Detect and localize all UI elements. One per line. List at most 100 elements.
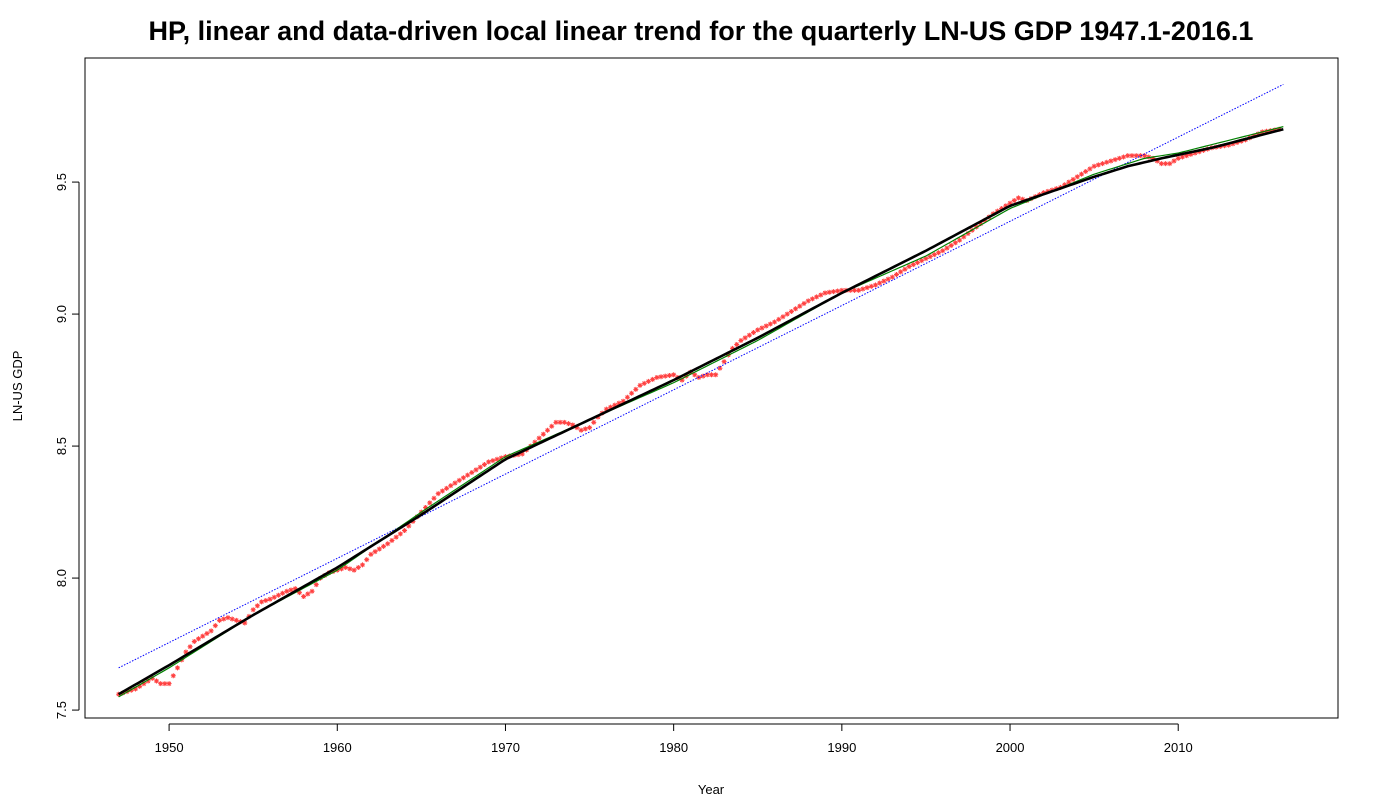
x-tick-label: 1950: [155, 740, 184, 755]
data-point: [1104, 159, 1110, 165]
data-point: [826, 289, 832, 295]
data-point: [738, 337, 744, 343]
data-point: [494, 456, 500, 462]
data-point: [658, 374, 664, 380]
data-point: [1095, 162, 1101, 168]
data-point: [477, 464, 483, 470]
plot-area: [116, 83, 1284, 698]
data-point: [952, 240, 958, 246]
data-point: [860, 286, 866, 292]
data-point: [460, 475, 466, 481]
data-point: [1129, 153, 1135, 159]
data-point: [566, 421, 572, 427]
data-point: [746, 332, 752, 338]
data-point: [452, 480, 458, 486]
data-point: [435, 491, 441, 497]
y-tick-label: 7.5: [54, 701, 69, 719]
data-point: [1083, 169, 1089, 175]
data-point: [637, 382, 643, 388]
data-point: [915, 260, 921, 266]
data-point: [1121, 154, 1127, 160]
data-point: [1158, 161, 1164, 167]
data-point: [809, 296, 815, 302]
data-point: [751, 330, 757, 336]
data-point: [717, 365, 723, 371]
data-point: [965, 231, 971, 237]
data-point: [271, 594, 277, 600]
data-point: [620, 398, 626, 404]
data-point: [292, 586, 298, 592]
y-tick-label: 9.5: [54, 173, 69, 191]
data-point: [263, 598, 269, 604]
data-point: [313, 582, 319, 588]
x-axis: 1950 1960 1970 1980 1990 2000 2010: [155, 723, 1193, 755]
data-point: [187, 644, 193, 650]
observed-points: [116, 126, 1282, 697]
data-point: [212, 623, 218, 629]
data-point: [116, 691, 122, 697]
data-point: [469, 469, 475, 475]
data-point: [1137, 153, 1143, 159]
data-point: [1112, 157, 1118, 163]
data-point: [763, 323, 769, 329]
data-point: [381, 543, 387, 549]
data-point: [713, 372, 719, 378]
data-point: [704, 372, 710, 378]
data-point: [1150, 155, 1156, 161]
data-point: [545, 427, 551, 433]
local-linear-trend-line: [117, 128, 1284, 696]
data-point: [759, 325, 765, 331]
data-point: [578, 427, 584, 433]
data-point: [486, 459, 492, 465]
x-tick-label: 2010: [1164, 740, 1193, 755]
data-point: [448, 483, 454, 489]
data-point: [406, 523, 412, 529]
data-point: [360, 562, 366, 568]
data-point: [1074, 174, 1080, 180]
data-point: [1079, 171, 1085, 177]
x-tick-label: 1990: [827, 740, 856, 755]
data-point: [709, 372, 714, 378]
data-point: [700, 373, 706, 379]
data-point: [162, 681, 168, 687]
data-point: [557, 419, 563, 425]
data-point: [755, 327, 761, 333]
data-point: [654, 374, 660, 380]
data-point: [835, 288, 841, 294]
data-point: [641, 380, 647, 386]
data-point: [1226, 142, 1232, 148]
x-tick-label: 1970: [491, 740, 520, 755]
data-point: [305, 591, 311, 597]
hp-trend-line: [118, 126, 1284, 698]
data-point: [1015, 195, 1021, 201]
data-point: [978, 221, 984, 227]
data-point: [427, 500, 433, 506]
data-point: [734, 341, 740, 347]
data-point: [1087, 166, 1093, 172]
data-point: [166, 681, 172, 687]
data-point: [1003, 203, 1009, 209]
data-point: [1116, 155, 1122, 161]
data-point: [872, 282, 878, 288]
y-tick-label: 8.5: [54, 437, 69, 455]
data-point: [191, 638, 197, 644]
data-point: [868, 283, 874, 289]
data-point: [368, 551, 374, 557]
data-point: [397, 531, 403, 537]
data-point: [402, 528, 408, 534]
data-point: [284, 588, 290, 594]
data-point: [229, 616, 235, 622]
data-point: [372, 549, 378, 555]
data-point: [582, 426, 588, 432]
data-point: [254, 603, 260, 609]
data-point: [881, 278, 887, 284]
data-point: [780, 314, 786, 320]
y-axis-label: LN-US GDP: [10, 351, 25, 422]
data-point: [940, 248, 946, 254]
data-point: [267, 596, 273, 602]
data-point: [1255, 131, 1261, 137]
data-point: [233, 617, 239, 623]
data-point: [1272, 127, 1278, 133]
data-point: [423, 504, 429, 510]
